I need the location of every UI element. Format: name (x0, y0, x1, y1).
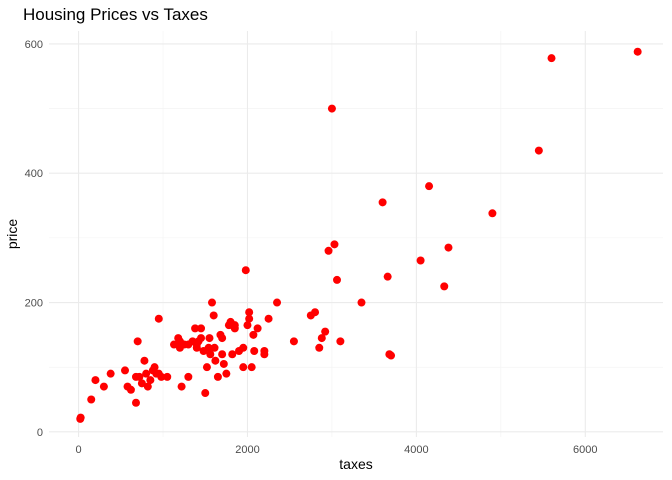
data-point (336, 337, 345, 346)
x-tick-label: 2000 (235, 444, 259, 456)
data-point (154, 314, 163, 323)
data-point (444, 243, 453, 252)
data-point (146, 376, 155, 385)
data-point (488, 209, 497, 218)
y-tick-labels: 0 200 400 600 (25, 39, 43, 439)
data-point (184, 340, 193, 349)
data-point (387, 351, 396, 360)
data-point (633, 47, 642, 56)
data-point (239, 363, 248, 372)
data-point (191, 324, 200, 333)
data-point (245, 308, 254, 317)
data-point (210, 343, 219, 352)
data-point (209, 311, 218, 320)
data-point (140, 356, 149, 365)
data-point (243, 321, 252, 330)
data-point (202, 363, 211, 372)
x-axis-title: taxes (339, 456, 372, 472)
data-point (425, 182, 434, 191)
data-point (289, 337, 298, 346)
data-point (311, 308, 320, 317)
data-point (131, 398, 140, 407)
data-points (76, 47, 642, 423)
data-point (273, 298, 282, 307)
data-point (154, 369, 163, 378)
y-tick-label: 600 (25, 39, 43, 51)
data-point (222, 369, 231, 378)
data-point (205, 334, 214, 343)
data-point (332, 275, 341, 284)
data-point (184, 372, 193, 381)
data-point (137, 379, 146, 388)
data-point (330, 240, 339, 249)
data-point (321, 327, 330, 336)
data-point (204, 343, 213, 352)
data-point (264, 314, 273, 323)
data-point (197, 324, 206, 333)
data-point (228, 350, 237, 359)
data-point (249, 330, 258, 339)
data-point (247, 363, 256, 372)
data-point (253, 324, 262, 333)
data-point (91, 376, 100, 385)
data-point (121, 366, 130, 375)
data-point (534, 146, 543, 155)
data-point (327, 104, 336, 113)
data-point (219, 359, 228, 368)
data-point (230, 321, 239, 330)
x-tick-label: 4000 (404, 444, 428, 456)
data-point (201, 389, 210, 398)
chart-title: Housing Prices vs Taxes (23, 5, 208, 24)
data-point (192, 340, 201, 349)
data-point (241, 266, 250, 275)
data-point (213, 372, 222, 381)
data-point (87, 395, 96, 404)
data-point (208, 298, 217, 307)
data-point (440, 282, 449, 291)
y-tick-label: 400 (25, 168, 43, 180)
data-point (218, 334, 227, 343)
data-point (206, 350, 215, 359)
grid-minor (49, 31, 663, 437)
data-point (250, 347, 259, 356)
data-point (150, 363, 159, 372)
data-point (383, 272, 392, 281)
data-point (211, 356, 220, 365)
data-point (175, 337, 184, 346)
data-point (177, 382, 186, 391)
data-point (76, 413, 85, 422)
data-point (245, 314, 254, 323)
x-tick-label: 0 (75, 444, 81, 456)
grid-major (49, 31, 663, 437)
data-point (416, 256, 425, 265)
data-point (315, 343, 324, 352)
data-point (99, 382, 108, 391)
data-point (169, 340, 178, 349)
data-point (239, 343, 248, 352)
data-point (218, 350, 227, 359)
data-point (143, 382, 152, 391)
data-point (324, 246, 333, 255)
data-point (106, 369, 115, 378)
x-tick-labels: 0 2000 4000 6000 (75, 444, 597, 456)
data-point (126, 385, 135, 394)
x-tick-label: 6000 (573, 444, 597, 456)
data-point (547, 54, 556, 63)
data-point (197, 334, 206, 343)
y-axis-title: price (4, 219, 20, 250)
y-tick-label: 0 (37, 427, 43, 439)
data-point (260, 347, 269, 356)
data-point (163, 372, 172, 381)
data-point (357, 298, 366, 307)
data-point (133, 337, 142, 346)
data-point (131, 372, 140, 381)
data-point (378, 198, 387, 207)
y-tick-label: 200 (25, 298, 43, 310)
data-point (142, 369, 151, 378)
data-point (317, 334, 326, 343)
